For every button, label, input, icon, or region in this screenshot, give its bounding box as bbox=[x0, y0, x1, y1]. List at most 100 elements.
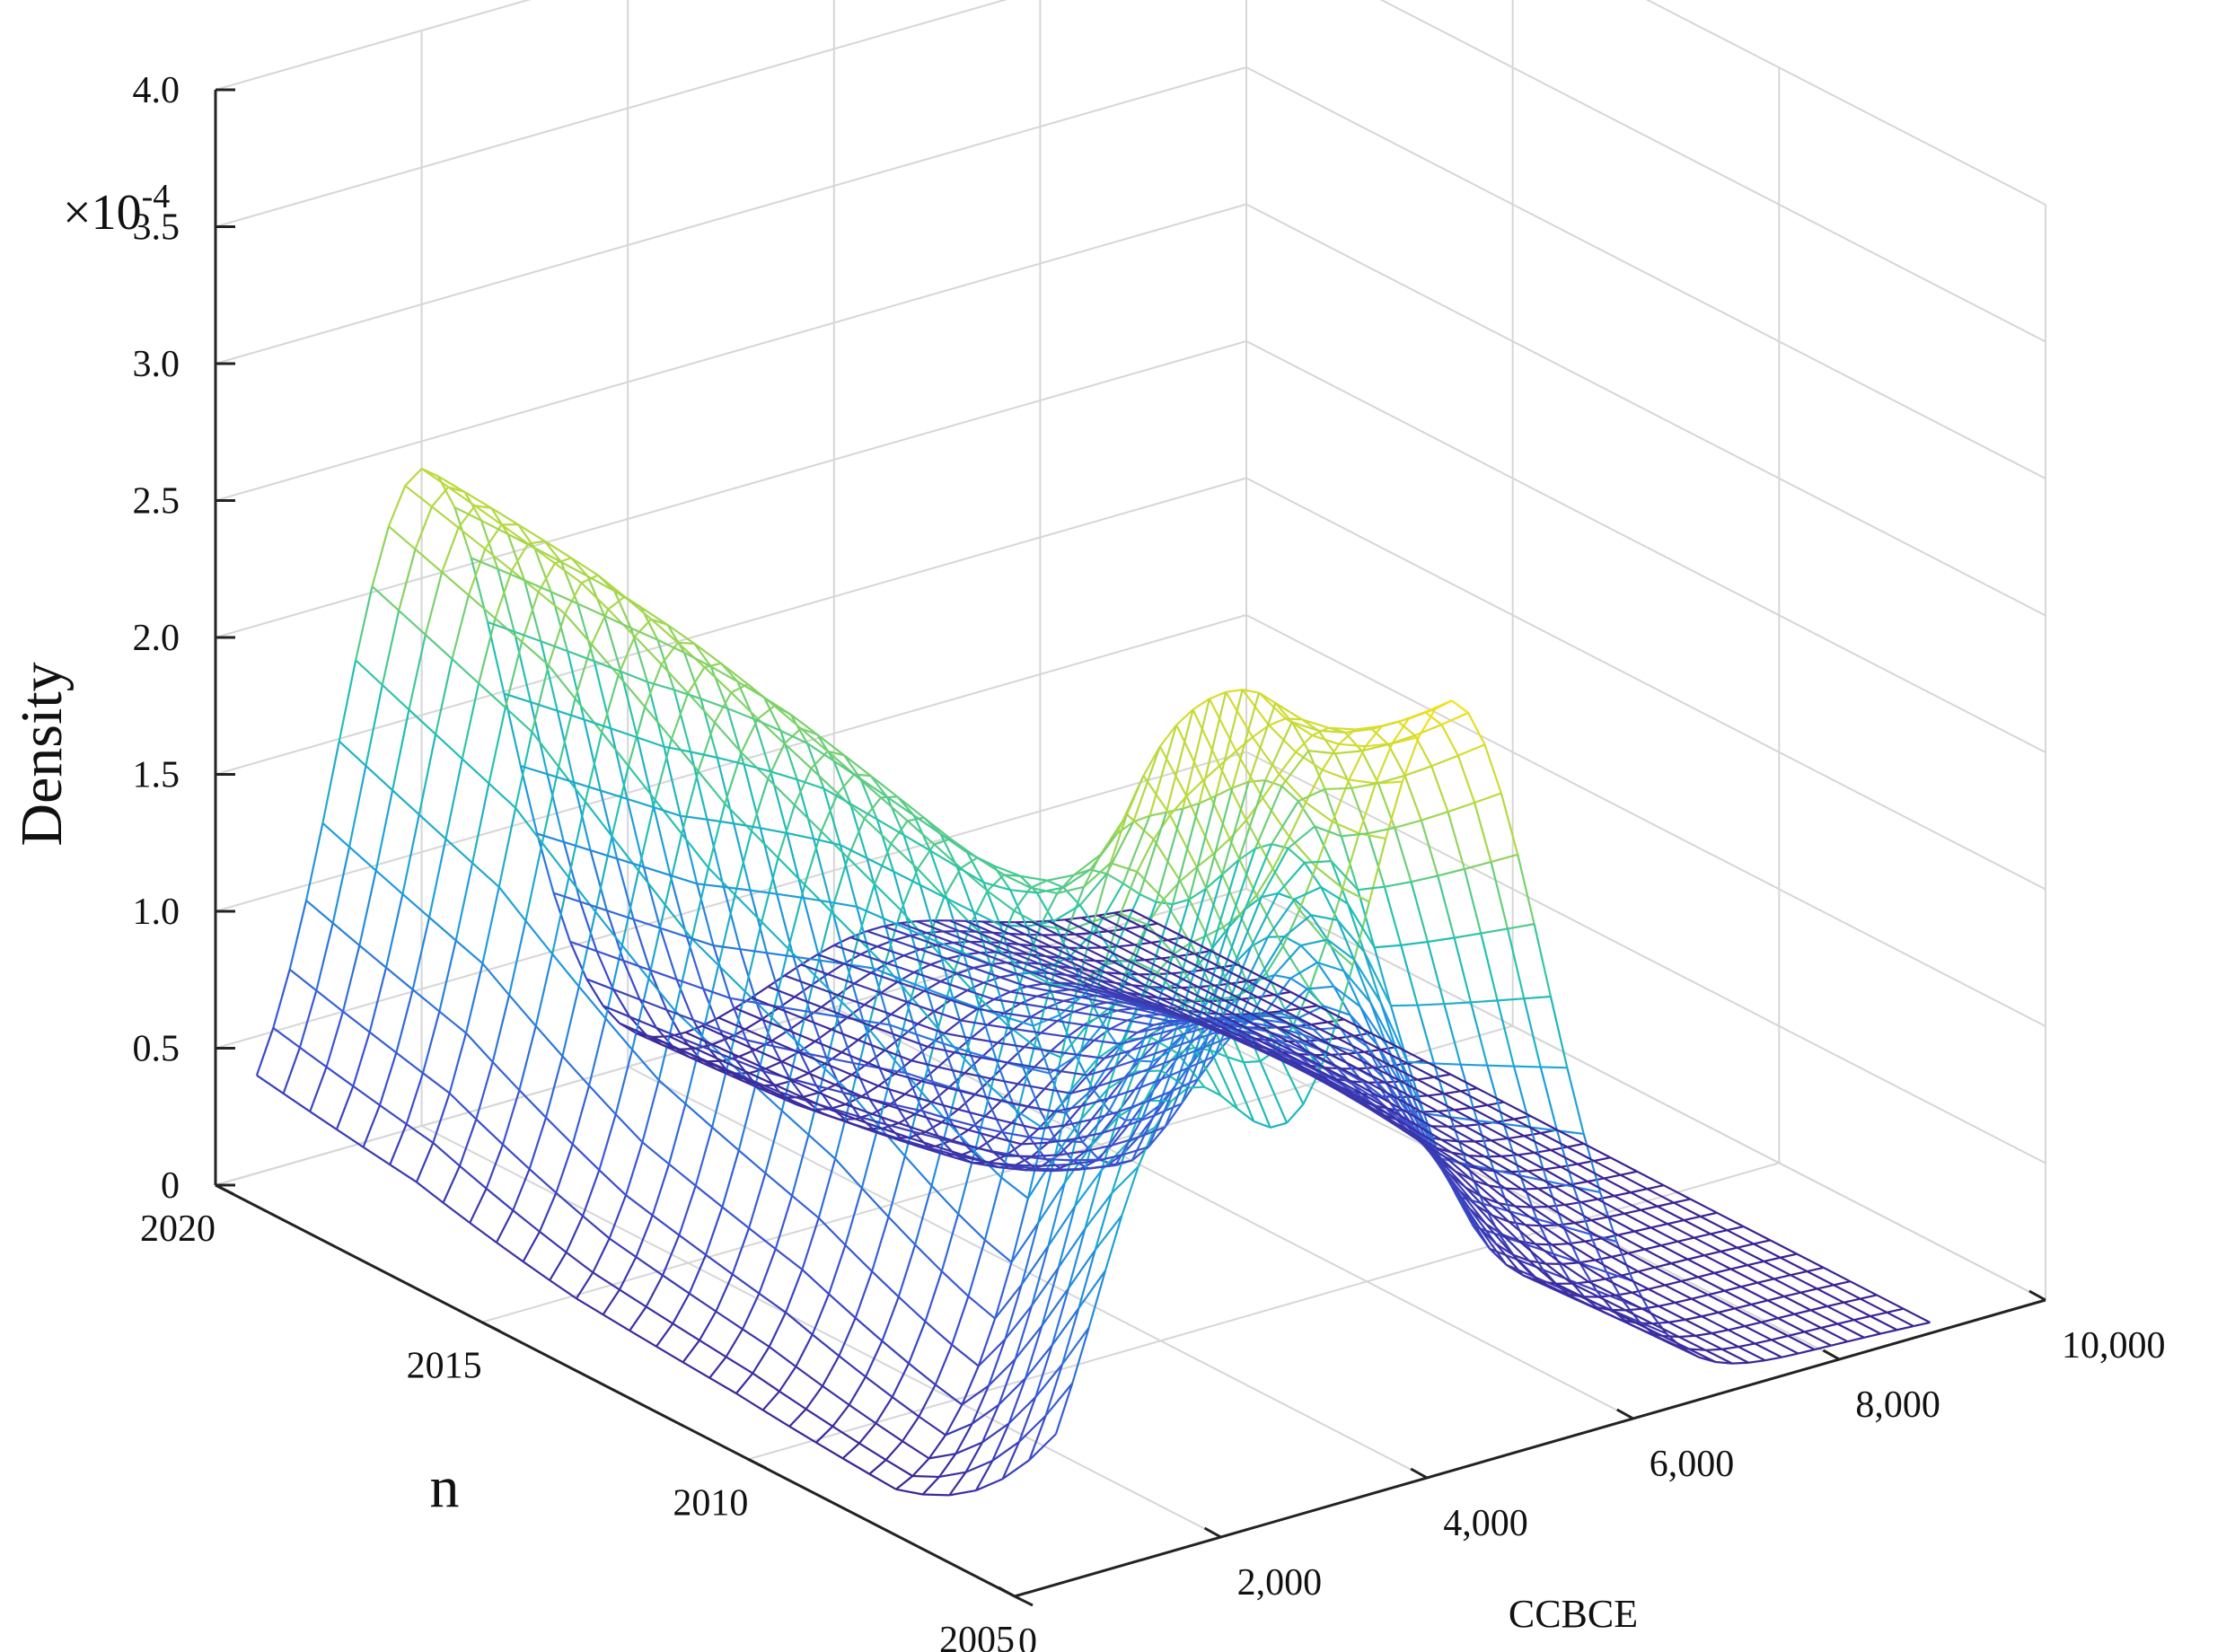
surface-column-segment bbox=[1612, 1309, 1641, 1323]
surface-column-segment bbox=[1444, 1001, 1472, 1006]
surface-row-segment bbox=[398, 549, 417, 611]
surface-column-segment bbox=[785, 1096, 814, 1111]
surface-row-segment bbox=[1368, 838, 1387, 902]
surface-row-segment bbox=[1139, 1041, 1158, 1059]
surface-column-segment bbox=[1125, 991, 1153, 1005]
surface-row-segment bbox=[1010, 1105, 1029, 1124]
surface-row-segment bbox=[1124, 925, 1141, 930]
surface-row-segment bbox=[958, 1089, 977, 1127]
surface-row-segment bbox=[1068, 1150, 1087, 1165]
surface-row-segment bbox=[966, 851, 985, 883]
surface-row-segment bbox=[1139, 892, 1157, 903]
surface-column-segment bbox=[695, 1047, 723, 1062]
surface-column-segment bbox=[1244, 843, 1273, 910]
surface-row-segment bbox=[1700, 1211, 1718, 1217]
surface-row-segment bbox=[1022, 1067, 1041, 1110]
surface-column-segment bbox=[832, 1107, 860, 1118]
surface-column-segment bbox=[638, 870, 666, 906]
surface-column-segment bbox=[1061, 1327, 1090, 1366]
surface-column-segment bbox=[1750, 1303, 1779, 1320]
surface-column-segment bbox=[1229, 980, 1259, 1038]
surface-row-segment bbox=[1847, 1336, 1865, 1343]
surface-row-segment bbox=[1193, 950, 1211, 955]
surface-column-segment bbox=[411, 989, 441, 1013]
surface-column-segment bbox=[1022, 962, 1051, 974]
surface-row-segment bbox=[1280, 785, 1299, 803]
surface-column-segment bbox=[641, 1141, 670, 1165]
surface-column-segment bbox=[1618, 1318, 1647, 1333]
surface-column-segment bbox=[528, 1168, 558, 1194]
surface-column-segment bbox=[584, 801, 613, 838]
surface-column-segment bbox=[432, 1142, 461, 1167]
surface-column-segment bbox=[395, 1051, 424, 1075]
surface-row-segment bbox=[1606, 1271, 1624, 1302]
surface-column-segment bbox=[1175, 998, 1202, 1014]
surface-row-segment bbox=[653, 806, 672, 876]
surface-row-segment bbox=[1694, 1233, 1711, 1239]
surface-row-segment bbox=[1667, 1218, 1685, 1226]
surface-column-segment bbox=[860, 953, 888, 965]
x-tick-mark bbox=[2028, 1289, 2046, 1302]
surface-row-segment bbox=[490, 507, 509, 535]
surface-column-segment bbox=[717, 756, 744, 766]
surface-row-segment bbox=[485, 1144, 505, 1190]
surface-column-segment bbox=[1147, 1028, 1175, 1038]
surface-row-segment bbox=[905, 1072, 924, 1112]
surface-row-segment bbox=[1731, 1361, 1749, 1365]
surface-column-segment bbox=[1122, 972, 1149, 989]
surface-column-segment bbox=[1152, 839, 1182, 882]
surface-column-segment bbox=[1027, 1105, 1055, 1113]
x-tick-mark bbox=[1203, 1526, 1222, 1539]
surface-row-segment bbox=[1031, 1245, 1050, 1306]
surface-row-segment bbox=[1187, 1085, 1205, 1089]
surface-column-segment bbox=[1272, 1044, 1300, 1058]
surface-row-segment bbox=[315, 922, 334, 991]
surface-row-segment bbox=[1261, 892, 1279, 899]
surface-column-segment bbox=[984, 1115, 1012, 1124]
surface-row-segment bbox=[1208, 999, 1225, 1003]
surface-column-segment bbox=[1458, 1190, 1487, 1226]
grid-line-right-z bbox=[1245, 66, 2046, 479]
surface-row-segment bbox=[540, 641, 559, 711]
surface-row-segment bbox=[1814, 1344, 1832, 1351]
surface-row-segment bbox=[1780, 1252, 1798, 1259]
surface-column-segment bbox=[1201, 1011, 1229, 1027]
surface-row-segment bbox=[881, 1296, 900, 1342]
surface-column-segment bbox=[1465, 1186, 1493, 1217]
surface-column-segment bbox=[914, 1243, 943, 1272]
surface-row-segment bbox=[1793, 1309, 1811, 1315]
surface-column-segment bbox=[1080, 1097, 1109, 1107]
surface-row-segment bbox=[1041, 1267, 1060, 1326]
surface-row-segment bbox=[1673, 1198, 1691, 1204]
surface-column-segment bbox=[815, 1085, 843, 1094]
surface-row-segment bbox=[604, 945, 623, 1019]
surface-column-segment bbox=[851, 1074, 879, 1087]
surface-row-segment bbox=[940, 1213, 960, 1272]
surface-column-segment bbox=[673, 689, 701, 700]
surface-column-segment bbox=[1697, 1276, 1726, 1292]
x-tick-label: 4,000 bbox=[1443, 1503, 1528, 1544]
surface-column-segment bbox=[1155, 808, 1184, 902]
surface-column-segment bbox=[554, 562, 583, 584]
surface-column-segment bbox=[707, 818, 735, 825]
surface-row-segment bbox=[528, 1117, 548, 1170]
surface-row-segment bbox=[655, 1027, 674, 1048]
surface-column-segment bbox=[1430, 754, 1459, 768]
surface-column-segment bbox=[656, 638, 685, 654]
surface-column-segment bbox=[966, 989, 995, 1001]
surface-column-segment bbox=[603, 614, 632, 629]
surface-column-segment bbox=[930, 1184, 959, 1215]
surface-column-segment bbox=[849, 1403, 876, 1425]
surface-column-segment bbox=[1320, 886, 1349, 905]
surface-row-segment bbox=[507, 920, 527, 996]
surface-row-segment bbox=[461, 682, 480, 760]
surface-column-segment bbox=[946, 957, 974, 970]
z-tick-label: 0.5 bbox=[133, 1029, 180, 1070]
surface-row-segment bbox=[765, 953, 785, 1008]
surface-row-segment bbox=[844, 1188, 863, 1246]
surface-column-segment bbox=[1195, 866, 1225, 928]
surface-row-segment bbox=[512, 1168, 531, 1211]
surface-column-segment bbox=[1123, 1067, 1152, 1079]
surface-column-segment bbox=[717, 1016, 746, 1031]
surface-column-segment bbox=[1358, 885, 1386, 892]
